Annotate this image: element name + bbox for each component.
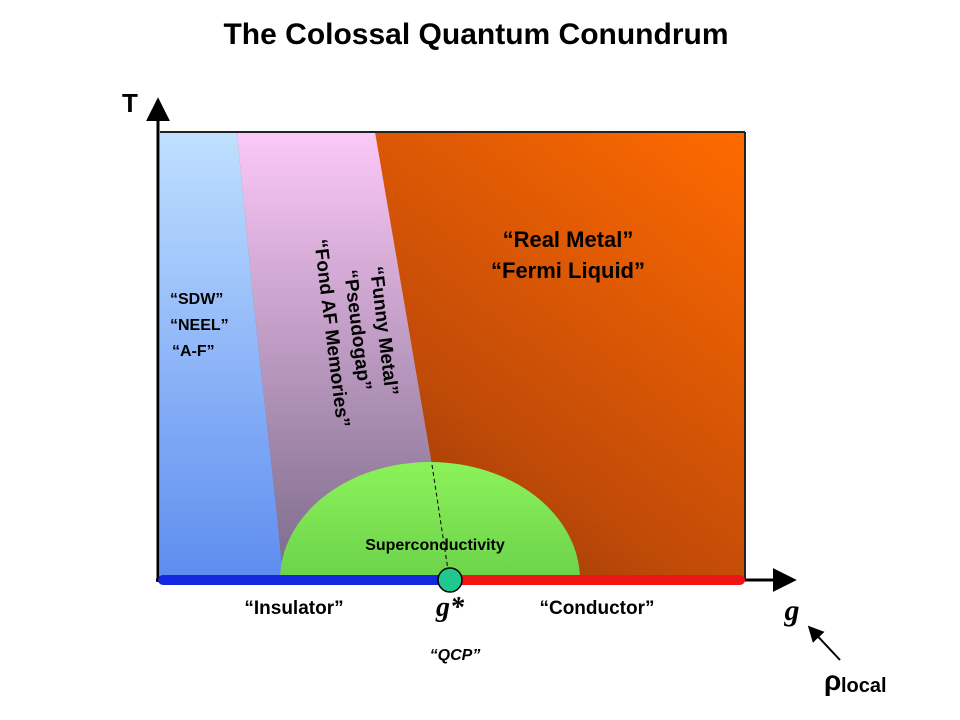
crossover-line	[431, 464, 449, 571]
qcp-point	[437, 567, 463, 593]
region-label: “A-F”	[172, 343, 215, 360]
qcp-label: “QCP”	[430, 647, 481, 664]
axis-label: T	[122, 88, 138, 118]
afm-region	[160, 132, 283, 580]
rho-subscript: local	[841, 675, 887, 697]
region-label: “Fermi Liquid”	[491, 258, 645, 283]
region-label: “Real Metal”	[503, 227, 634, 252]
rho-symbol: ρ	[824, 665, 841, 696]
conductor-label: “Conductor”	[539, 598, 654, 619]
dome-label: Superconductivity	[365, 537, 505, 554]
region-label: “NEEL”	[170, 317, 229, 334]
insulator-label: “Insulator”	[244, 598, 343, 619]
superconducting-dome	[280, 462, 580, 580]
title: The Colossal Quantum Conundrum	[223, 18, 728, 51]
insulator-bar	[158, 575, 453, 585]
axis-label: g	[784, 594, 800, 627]
phase-regions	[160, 131, 746, 580]
conductor-bar	[450, 575, 745, 585]
critical-label: g*	[435, 592, 465, 623]
afm-labels: “SDW” “NEEL” “A-F”	[170, 291, 229, 360]
region-label: “SDW”	[170, 291, 223, 308]
rho-arrow	[807, 625, 841, 661]
